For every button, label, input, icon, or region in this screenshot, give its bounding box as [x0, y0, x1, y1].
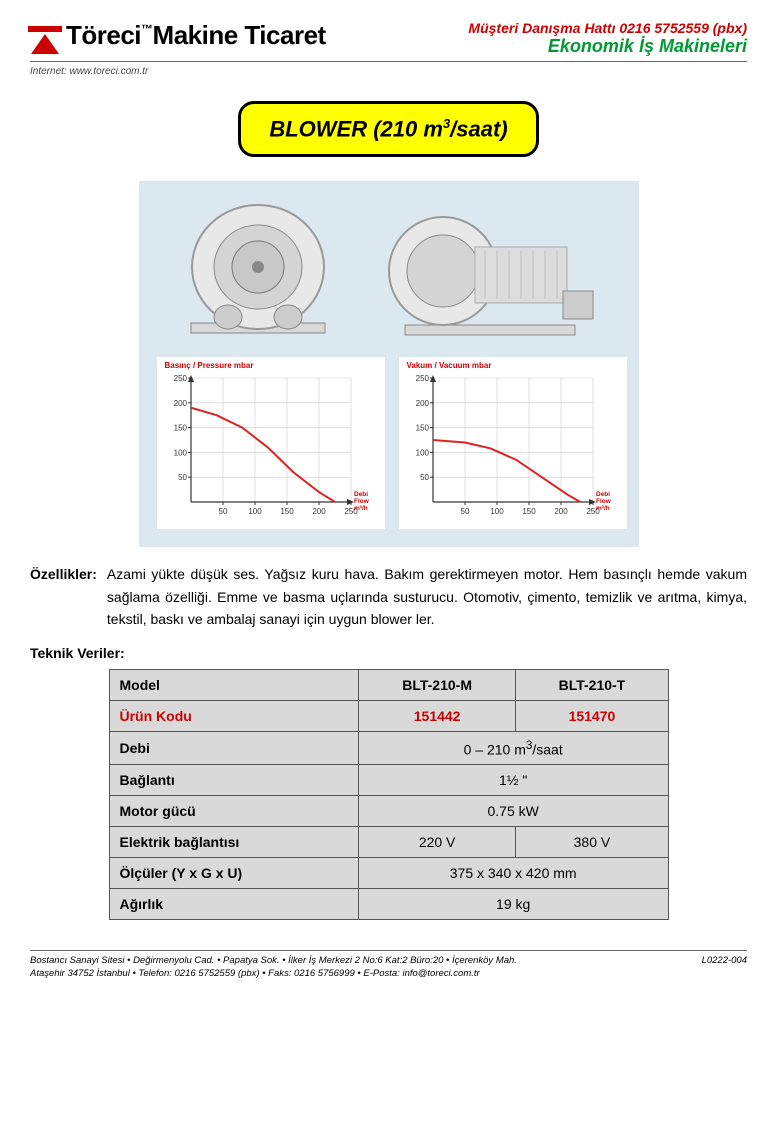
svg-text:200: 200 — [554, 507, 568, 516]
cell-model-b: BLT-210-T — [516, 669, 668, 700]
svg-text:m³/h: m³/h — [596, 505, 610, 512]
svg-text:200: 200 — [173, 399, 187, 408]
features-label: Özellikler: — [30, 563, 97, 630]
svg-text:250: 250 — [173, 374, 187, 383]
flow-pre: 0 – 210 m — [464, 741, 526, 757]
logo-icon — [30, 26, 60, 54]
svg-text:Debi: Debi — [354, 491, 368, 498]
footer-line2: Ataşehir 34752 İstanbul • Telefon: 0216 … — [30, 968, 480, 979]
chart-row: Basınç / Pressure mbar 50 100 150 200 250 50 1… — [157, 357, 621, 529]
vacuum-chart-title: Vakum / Vacuum mbar — [407, 361, 623, 370]
svg-text:100: 100 — [490, 507, 504, 516]
cell-elec-b: 380 V — [516, 827, 668, 858]
svg-text:Flow: Flow — [596, 498, 612, 505]
blower-side-icon — [375, 195, 605, 345]
svg-text:100: 100 — [173, 449, 187, 458]
cell-model-a: BLT-210-M — [358, 669, 516, 700]
cell-dim-label: Ölçüler (Y x G x U) — [109, 858, 358, 889]
title-wrap: BLOWER (210 m3/saat) — [30, 101, 747, 157]
blower-front-icon — [173, 195, 343, 345]
company-name: Töreci™Makine Ticaret — [66, 20, 326, 51]
page-header: Töreci™Makine Ticaret Müşteri Danışma Ha… — [30, 20, 747, 62]
cell-dim-val: 375 x 340 x 420 mm — [358, 858, 668, 889]
svg-text:50: 50 — [178, 474, 187, 483]
pressure-chart-title: Basınç / Pressure mbar — [165, 361, 381, 370]
title-pre: BLOWER (210 m — [269, 116, 443, 141]
cell-weight-val: 19 kg — [358, 889, 668, 920]
internet-url: Internet: www.toreci.com.tr — [30, 66, 747, 77]
header-right: Müşteri Danışma Hattı 0216 5752559 (pbx)… — [468, 20, 747, 57]
hotline-text: Müşteri Danışma Hattı 0216 5752559 (pbx) — [468, 20, 747, 36]
company-pre: Töreci — [66, 20, 141, 50]
cell-elec-label: Elektrik bağlantısı — [109, 827, 358, 858]
cell-weight-label: Ağırlık — [109, 889, 358, 920]
cell-code-a: 151442 — [358, 700, 516, 731]
tm-mark: ™ — [141, 22, 153, 36]
svg-text:100: 100 — [415, 449, 429, 458]
product-photos — [157, 195, 621, 345]
cell-conn-val: 1½ " — [358, 765, 668, 796]
svg-text:Debi: Debi — [596, 491, 610, 498]
vacuum-chart: Vakum / Vacuum mbar 50 100 150 200 250 50 100 1… — [399, 357, 627, 529]
pressure-chart: Basınç / Pressure mbar 50 100 150 200 250 50 1… — [157, 357, 385, 529]
flow-post: /saat — [532, 741, 562, 757]
cell-flow-val: 0 – 210 m3/saat — [358, 731, 668, 765]
svg-text:150: 150 — [415, 424, 429, 433]
svg-text:150: 150 — [173, 424, 187, 433]
cell-code-b: 151470 — [516, 700, 668, 731]
svg-text:150: 150 — [280, 507, 294, 516]
svg-text:Flow: Flow — [354, 498, 370, 505]
spec-table: Model BLT-210-M BLT-210-T Ürün Kodu 1514… — [109, 669, 669, 921]
svg-text:50: 50 — [460, 507, 469, 516]
media-panel: Basınç / Pressure mbar 50 100 150 200 250 50 1… — [139, 181, 639, 547]
product-title: BLOWER (210 m3/saat) — [238, 101, 538, 157]
title-post: /saat) — [450, 116, 507, 141]
features-text: Azami yükte düşük ses. Yağsız kuru hava.… — [107, 563, 747, 630]
svg-text:200: 200 — [312, 507, 326, 516]
cell-power-val: 0.75 kW — [358, 796, 668, 827]
page-footer: Bostancı Sanayi Sitesi • Değirmenyolu Ca… — [30, 950, 747, 980]
cell-model-label: Model — [109, 669, 358, 700]
svg-text:200: 200 — [415, 399, 429, 408]
logo-block: Töreci™Makine Ticaret — [30, 20, 326, 54]
footer-line1: Bostancı Sanayi Sitesi • Değirmenyolu Ca… — [30, 955, 517, 966]
footer-docno: L0222-004 — [702, 955, 747, 980]
svg-text:50: 50 — [218, 507, 227, 516]
cell-flow-label: Debi — [109, 731, 358, 765]
cell-conn-label: Bağlantı — [109, 765, 358, 796]
svg-text:m³/h: m³/h — [354, 505, 368, 512]
features-section: Özellikler: Azami yükte düşük ses. Yağsı… — [30, 563, 747, 630]
svg-text:100: 100 — [248, 507, 262, 516]
tagline-text: Ekonomik İş Makineleri — [468, 36, 747, 57]
svg-text:150: 150 — [522, 507, 536, 516]
vacuum-chart-svg: 5010015020025050100150200250DebiFlowm³/h — [403, 372, 623, 522]
svg-text:250: 250 — [415, 374, 429, 383]
cell-code-label: Ürün Kodu — [109, 700, 358, 731]
svg-text:50: 50 — [420, 474, 429, 483]
footer-address: Bostancı Sanayi Sitesi • Değirmenyolu Ca… — [30, 955, 682, 980]
cell-elec-a: 220 V — [358, 827, 516, 858]
tech-label: Teknik Veriler: — [30, 645, 747, 661]
cell-power-label: Motor gücü — [109, 796, 358, 827]
company-post: Makine Ticaret — [153, 20, 326, 50]
pressure-chart-svg: 5010015020025050100150200250DebiFlowm³/h — [161, 372, 381, 522]
